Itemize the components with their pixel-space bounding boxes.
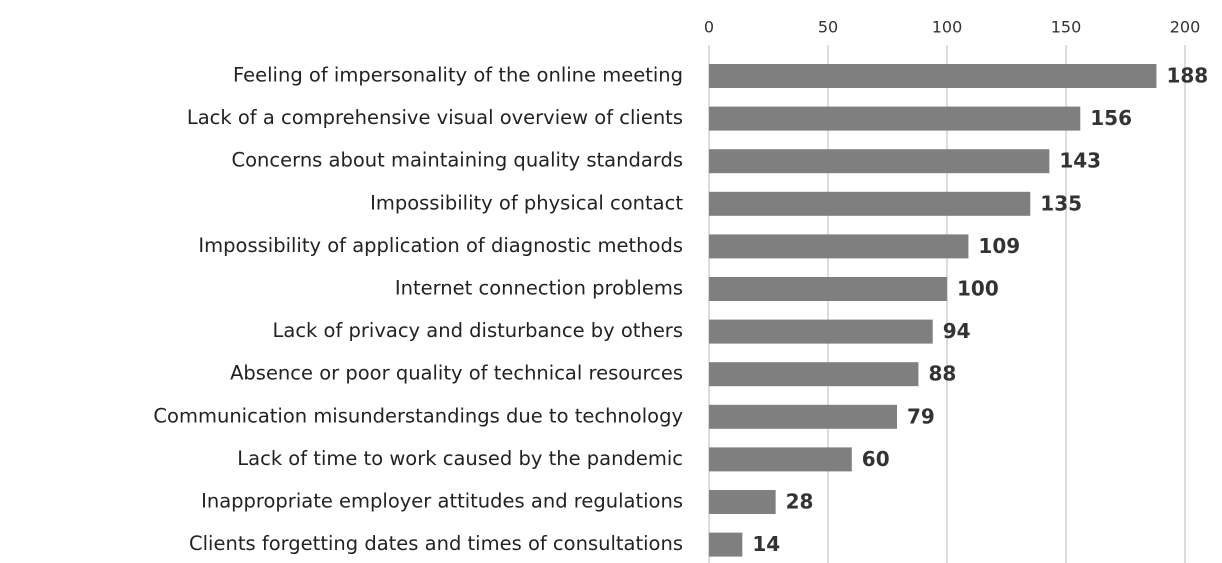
value-label: 135 xyxy=(1040,191,1082,215)
category-label: Feeling of impersonality of the online m… xyxy=(233,64,683,87)
category-label: Communication misunderstandings due to t… xyxy=(153,404,683,427)
value-label: 100 xyxy=(957,277,999,301)
bar xyxy=(709,277,947,301)
x-tick-label: 0 xyxy=(704,18,714,37)
x-tick-label: 150 xyxy=(1051,18,1082,37)
bar xyxy=(709,362,919,387)
category-label: Clients forgetting dates and times of co… xyxy=(189,532,683,555)
value-label: 94 xyxy=(943,319,971,343)
category-label: Inappropriate employer attitudes and reg… xyxy=(201,490,683,513)
category-label: Absence or poor quality of technical res… xyxy=(230,362,683,385)
value-label: 60 xyxy=(862,447,890,471)
bar xyxy=(709,106,1081,131)
value-label: 79 xyxy=(907,404,935,428)
x-tick-label: 100 xyxy=(932,18,963,37)
category-label: Lack of time to work caused by the pande… xyxy=(237,447,683,470)
value-label: 14 xyxy=(752,532,780,556)
bar xyxy=(709,490,776,514)
category-label: Lack of a comprehensive visual overview … xyxy=(187,106,683,129)
bar xyxy=(709,64,1157,88)
value-label: 143 xyxy=(1059,149,1101,173)
bar xyxy=(709,447,852,472)
category-label: Internet connection problems xyxy=(395,277,683,300)
x-tick-label: 200 xyxy=(1170,18,1201,37)
bar xyxy=(709,149,1050,174)
category-label: Concerns about maintaining quality stand… xyxy=(232,149,683,172)
value-label: 88 xyxy=(928,362,956,386)
category-label: Lack of privacy and disturbance by other… xyxy=(273,319,683,342)
bar xyxy=(709,404,898,429)
value-label: 188 xyxy=(1166,64,1208,88)
bar xyxy=(709,234,969,259)
bar xyxy=(709,532,743,557)
bar xyxy=(709,319,933,344)
value-label: 109 xyxy=(978,234,1020,258)
x-tick-label: 50 xyxy=(818,18,838,37)
category-label: Impossibility of physical contact xyxy=(370,191,683,214)
category-label: Impossibility of application of diagnost… xyxy=(198,234,683,257)
value-label: 28 xyxy=(786,490,814,514)
bar xyxy=(709,191,1031,216)
value-label: 156 xyxy=(1090,106,1132,130)
